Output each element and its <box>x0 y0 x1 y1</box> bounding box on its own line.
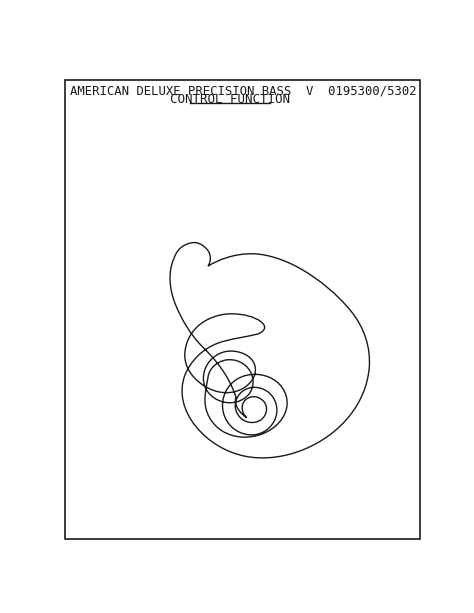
Text: AMERICAN DELUXE PRECISION BASS  V  0195300/5302: AMERICAN DELUXE PRECISION BASS V 0195300… <box>70 84 416 97</box>
Text: CONTROL FUNCTION: CONTROL FUNCTION <box>170 93 290 106</box>
